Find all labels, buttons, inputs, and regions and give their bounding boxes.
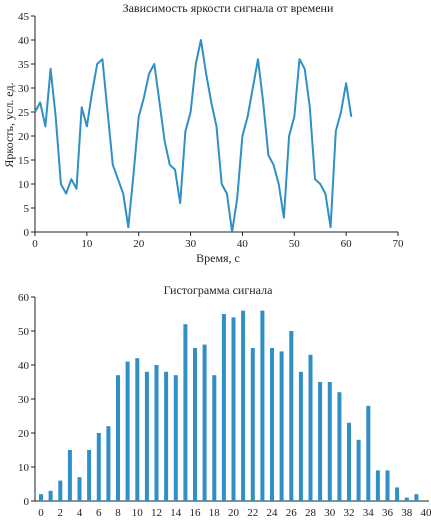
histogram-bar	[164, 371, 169, 501]
line-chart-y-tick-label: 15	[18, 155, 30, 167]
histogram-bar	[212, 375, 217, 501]
histogram-y-tick-label: 10	[18, 462, 30, 474]
line-chart-x-tick-label: 50	[289, 238, 301, 250]
histogram-x-tick-label: 24	[267, 507, 279, 519]
line-chart-y-tick-label: 40	[18, 35, 30, 47]
line-chart-y-tick-label: 35	[18, 59, 30, 71]
histogram-y-tick-label: 20	[18, 428, 30, 440]
histogram-bar	[279, 351, 284, 501]
histogram-bar	[231, 317, 236, 501]
histogram-x-tick-label: 10	[132, 507, 144, 519]
histogram-bar	[106, 426, 111, 501]
histogram-x-tick-label: 6	[96, 507, 102, 519]
histogram-bar	[193, 348, 197, 501]
histogram-bar	[125, 361, 130, 501]
line-chart-x-ticks: 0 10 20 30 40 50 60 70	[32, 232, 404, 250]
histogram-bar	[241, 310, 246, 501]
histogram-bar	[327, 382, 332, 501]
histogram-title: Гистограмма сигнала	[164, 283, 274, 297]
histogram-x-tick-label: 20	[228, 507, 240, 519]
histogram-y-tick-label: 0	[24, 496, 30, 508]
histogram-x-tick-label: 22	[247, 507, 258, 519]
histogram-bars	[39, 310, 419, 501]
histogram-x-tick-label: 16	[190, 507, 202, 519]
histogram-x-tick-label: 18	[209, 507, 221, 519]
histogram-x-tick-label: 14	[170, 507, 182, 519]
histogram-x-ticks: 0 2 4 6 8 10 12 14 16 18 20 22 24 26 28 30 32 34 36 38 40	[38, 507, 431, 519]
line-chart-y-tick-label: 45	[18, 11, 30, 23]
line-chart-x-tick-label: 60	[341, 238, 353, 250]
line-chart-y-tick-label: 5	[24, 203, 30, 215]
histogram-bar	[67, 450, 72, 501]
histogram-bar	[395, 487, 400, 501]
line-chart-xlabel: Время, с	[196, 251, 240, 265]
histogram-bar	[173, 375, 178, 501]
histogram-bar	[250, 348, 255, 501]
histogram-y-tick-label: 60	[18, 292, 30, 304]
line-chart-x-tick-label: 0	[32, 238, 38, 250]
histogram-x-tick-label: 32	[344, 507, 355, 519]
histogram-bar	[366, 405, 371, 501]
histogram-bar	[308, 354, 313, 501]
histogram-bar	[404, 497, 409, 501]
line-chart: Зависимость яркости сигнала от времени Я…	[2, 1, 404, 265]
line-chart-x-tick-label: 70	[393, 238, 405, 250]
histogram-bar	[87, 450, 92, 501]
histogram-bar	[289, 331, 294, 501]
histogram-bar	[39, 494, 43, 501]
histogram-bar	[48, 490, 53, 501]
histogram-bar	[298, 371, 303, 501]
histogram-bar	[116, 375, 120, 501]
line-chart-title: Зависимость яркости сигнала от времени	[123, 1, 334, 15]
histogram-x-tick-label: 12	[151, 507, 162, 519]
line-chart-x-tick-label: 30	[185, 238, 197, 250]
histogram-x-tick-label: 28	[305, 507, 317, 519]
histogram-bar	[414, 494, 419, 501]
line-series	[34, 39, 353, 233]
histogram-bar	[337, 392, 342, 501]
line-chart-y-tick-label: 10	[18, 179, 30, 191]
histogram-bar	[135, 358, 140, 501]
histogram-y-tick-label: 50	[18, 326, 30, 338]
histogram-y-ticks: 0 10 20 30 40 50 60	[18, 292, 35, 508]
histogram-bar	[318, 382, 323, 501]
line-chart-y-tick-label: 30	[18, 83, 30, 95]
histogram-x-tick-label: 8	[115, 507, 121, 519]
histogram-bar	[356, 439, 361, 501]
histogram-bar	[385, 470, 390, 501]
line-chart-y-tick-label: 20	[18, 131, 30, 143]
histogram-y-tick-label: 30	[18, 394, 30, 406]
histogram-bar	[96, 433, 101, 501]
line-chart-y-tick-label: 25	[18, 107, 30, 119]
histogram-bar	[58, 480, 63, 501]
line-chart-x-tick-label: 10	[81, 238, 93, 250]
histogram-x-tick-label: 4	[77, 507, 83, 519]
histogram-x-tick-label: 38	[401, 507, 413, 519]
histogram-bar	[270, 348, 274, 501]
histogram-bar	[260, 310, 265, 501]
histogram-x-tick-label: 26	[286, 507, 298, 519]
histogram-x-tick-label: 0	[38, 507, 44, 519]
histogram-x-tick-label: 36	[382, 507, 394, 519]
histogram-bar	[144, 371, 149, 501]
histogram-x-tick-label: 40	[421, 507, 431, 519]
histogram-chart: Гистограмма сигнала 0 2 4 6 8 10 12 14 16 18 20 22 2…	[18, 283, 431, 519]
histogram-x-tick-label: 34	[363, 507, 375, 519]
histogram-bar	[221, 314, 226, 501]
histogram-bar	[77, 477, 82, 501]
histogram-bar	[375, 470, 380, 501]
line-chart-ylabel: Яркость, усл. ед.	[2, 82, 16, 167]
line-chart-x-tick-label: 20	[133, 238, 145, 250]
histogram-x-tick-label: 30	[324, 507, 336, 519]
histogram-x-tick-label: 2	[58, 507, 64, 519]
histogram-bar	[202, 344, 207, 501]
line-chart-y-tick-label: 0	[24, 227, 30, 239]
line-chart-x-tick-label: 40	[237, 238, 249, 250]
histogram-y-tick-label: 40	[18, 360, 30, 372]
line-chart-y-ticks: 0 5 10 15 20 25 30 35 40 45	[18, 11, 35, 239]
histogram-bar	[154, 365, 159, 501]
histogram-bar	[347, 422, 351, 501]
histogram-bar	[183, 324, 188, 501]
